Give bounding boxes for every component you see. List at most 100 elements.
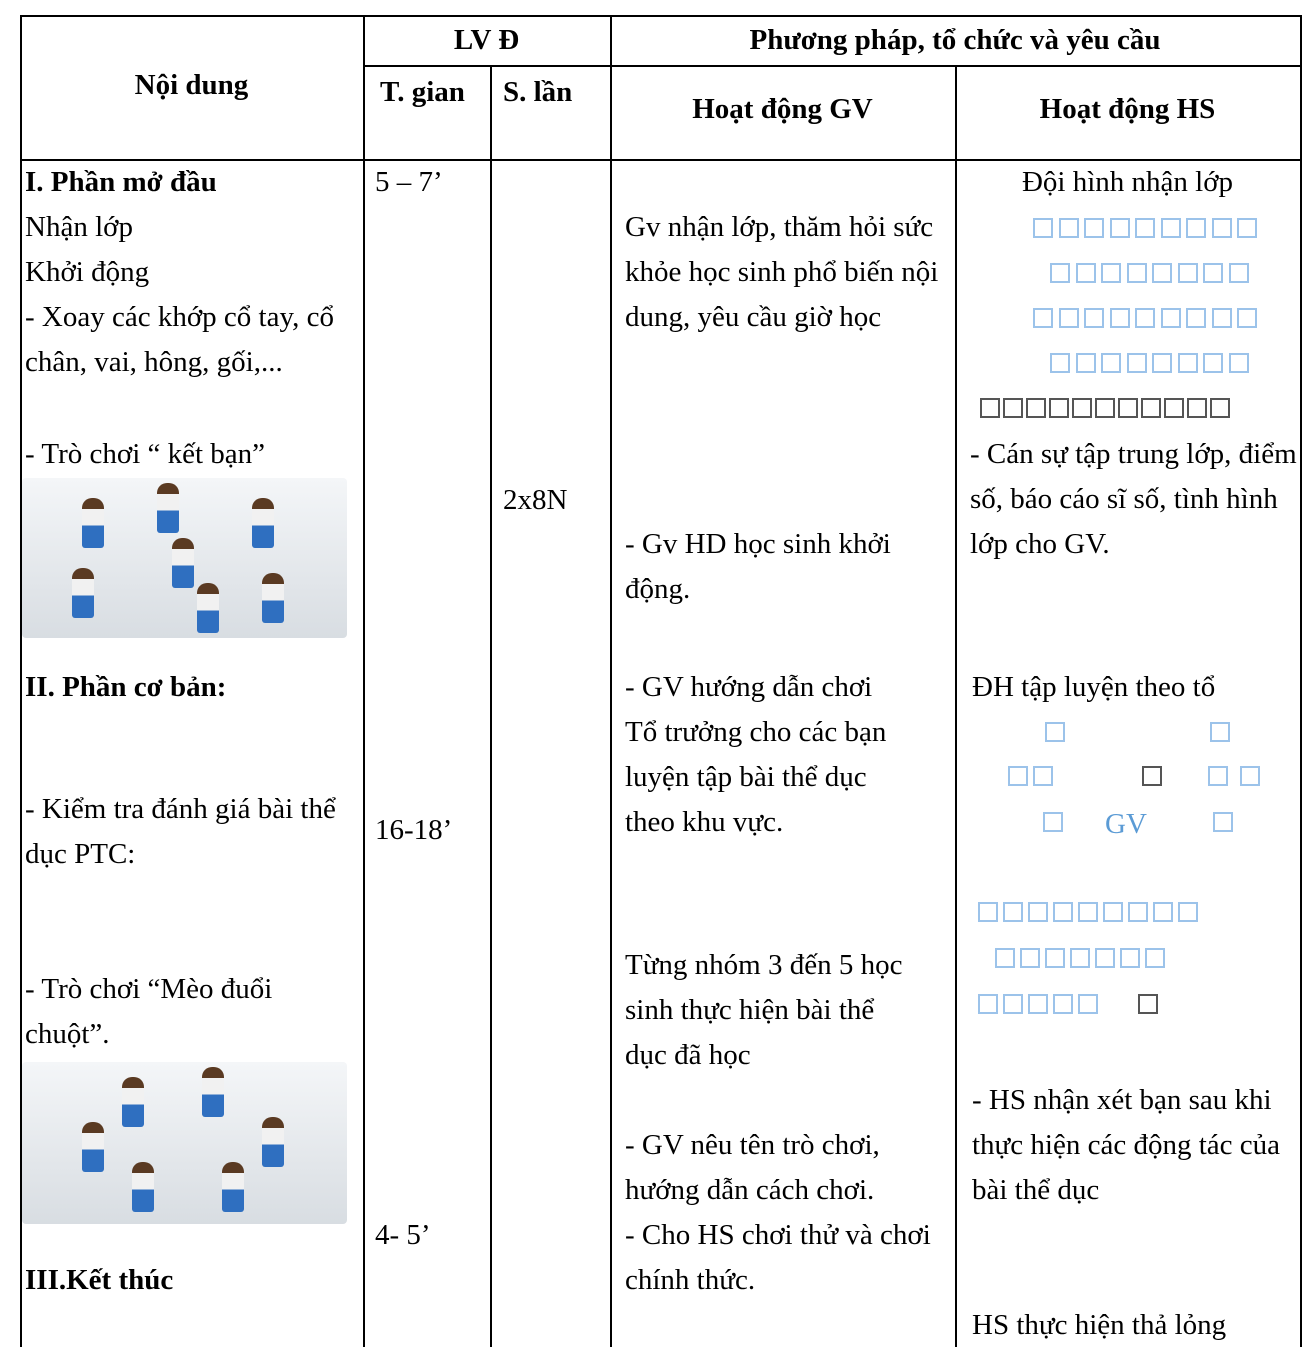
square [1053,994,1073,1014]
square [1033,308,1053,328]
square [1045,722,1065,742]
cell-text: Tổ trưởng cho các bạn luyện tập bài thể … [625,716,887,838]
header: Hoạt động HS [1039,93,1216,125]
rule [20,159,1302,161]
square [1028,902,1048,922]
square [1128,902,1148,922]
square [1053,902,1073,922]
rule [20,15,22,1347]
square [1078,994,1098,1014]
square [1095,948,1115,968]
square [995,948,1015,968]
square [1164,398,1184,418]
cell-text: ĐH tập luyện theo tổ [972,671,1216,703]
square [1152,353,1172,373]
square [1026,398,1046,418]
figure [82,498,104,548]
rule [955,65,957,1347]
square [1228,353,1249,373]
illustration [22,478,347,638]
square [1049,398,1069,418]
square [1101,353,1121,373]
square [1058,218,1079,238]
square [1228,263,1249,283]
cell-text: II. Phần cơ bản: [25,671,227,703]
illustration [22,1062,347,1224]
square [1050,353,1070,373]
square [1008,766,1028,786]
figure [252,498,274,548]
rule [363,65,1302,67]
figure [197,583,219,633]
square [1213,812,1233,832]
square [1186,308,1206,328]
square [1187,398,1207,418]
cell-text: I. Phần mở đầu [25,166,217,198]
square [1152,263,1172,283]
header: Phương pháp, tổ chức và yêu cầu [749,24,1161,56]
square [1177,353,1198,373]
gv-label: GV [1105,808,1147,840]
square [1103,902,1123,922]
square [1237,218,1257,238]
cell-text: III.Kết thúc [25,1264,174,1296]
square [1109,218,1130,238]
square [1186,218,1206,238]
figure [172,538,194,588]
square [1210,398,1230,418]
square [1118,398,1138,418]
cell-text: Đội hình nhận lớp [1021,166,1234,198]
rule [490,65,492,1347]
cell-text: - Cán sự tập trung lớp, điểm số, báo cáo… [970,438,1297,560]
square [1142,766,1162,786]
square [1050,263,1070,283]
square [1003,902,1023,922]
figure [157,483,179,533]
rule [363,15,365,1347]
cell-text: 4- 5’ [375,1219,431,1251]
square [1095,398,1115,418]
square [1178,902,1198,922]
square [1075,353,1096,373]
figure [262,573,284,623]
rule [610,15,612,1347]
figure [262,1117,284,1167]
cell-text: 5 – 7’ [375,166,443,198]
header: Nội dung [134,69,249,101]
rule [20,15,1302,17]
square [1135,218,1155,238]
square [1240,766,1260,786]
cell-text: Gv nhận lớp, thăm hỏi sức khỏe học sinh … [625,211,939,333]
square [1208,766,1228,786]
cell-text: - Kiểm tra đánh giá bài thể dục PTC: [25,793,336,870]
square [1070,948,1090,968]
square [1210,722,1230,742]
header: LV Đ [453,24,520,56]
square [1003,398,1023,418]
square [1135,308,1155,328]
square [1101,263,1121,283]
square [1237,308,1257,328]
square [1120,948,1140,968]
square [1043,812,1063,832]
cell-text: - Trò chơi “ kết bạn” [25,438,266,470]
figure [82,1122,104,1172]
figure [202,1067,224,1117]
cell-text: 2x8N [503,484,568,516]
square [1084,308,1104,328]
square [1203,263,1223,283]
cell-text: 16-18’ [375,814,453,846]
square [1033,766,1053,786]
cell-text: Từng nhóm 3 đến 5 học sinh thực hiện bài… [625,949,903,1071]
square [1160,218,1181,238]
square [1020,948,1040,968]
figure [132,1162,154,1212]
cell-text: - Cho HS chơi thử và chơi chính thức. [625,1219,931,1296]
square [1145,948,1165,968]
square [1058,308,1079,328]
cell-text: Khởi động [25,256,150,288]
cell-text: - Gv HD học sinh khởi động. [625,528,891,605]
header: T. gian [380,76,465,108]
square [1211,308,1232,328]
rule [1300,15,1302,1347]
